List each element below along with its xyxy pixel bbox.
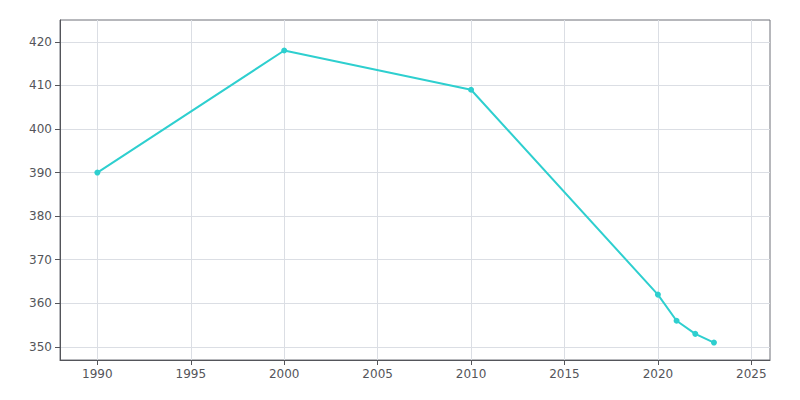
svg-text:2025: 2025 — [736, 367, 767, 381]
svg-text:1990: 1990 — [82, 367, 113, 381]
svg-text:2000: 2000 — [269, 367, 300, 381]
svg-text:2020: 2020 — [643, 367, 674, 381]
svg-text:350: 350 — [29, 340, 52, 354]
svg-text:410: 410 — [29, 78, 52, 92]
svg-text:390: 390 — [29, 166, 52, 180]
svg-text:360: 360 — [29, 296, 52, 310]
svg-text:380: 380 — [29, 209, 52, 223]
svg-text:370: 370 — [29, 253, 52, 267]
svg-text:2015: 2015 — [549, 367, 580, 381]
svg-text:400: 400 — [29, 122, 52, 136]
svg-text:2005: 2005 — [362, 367, 393, 381]
svg-text:2010: 2010 — [456, 367, 487, 381]
svg-text:420: 420 — [29, 35, 52, 49]
svg-text:1995: 1995 — [176, 367, 207, 381]
